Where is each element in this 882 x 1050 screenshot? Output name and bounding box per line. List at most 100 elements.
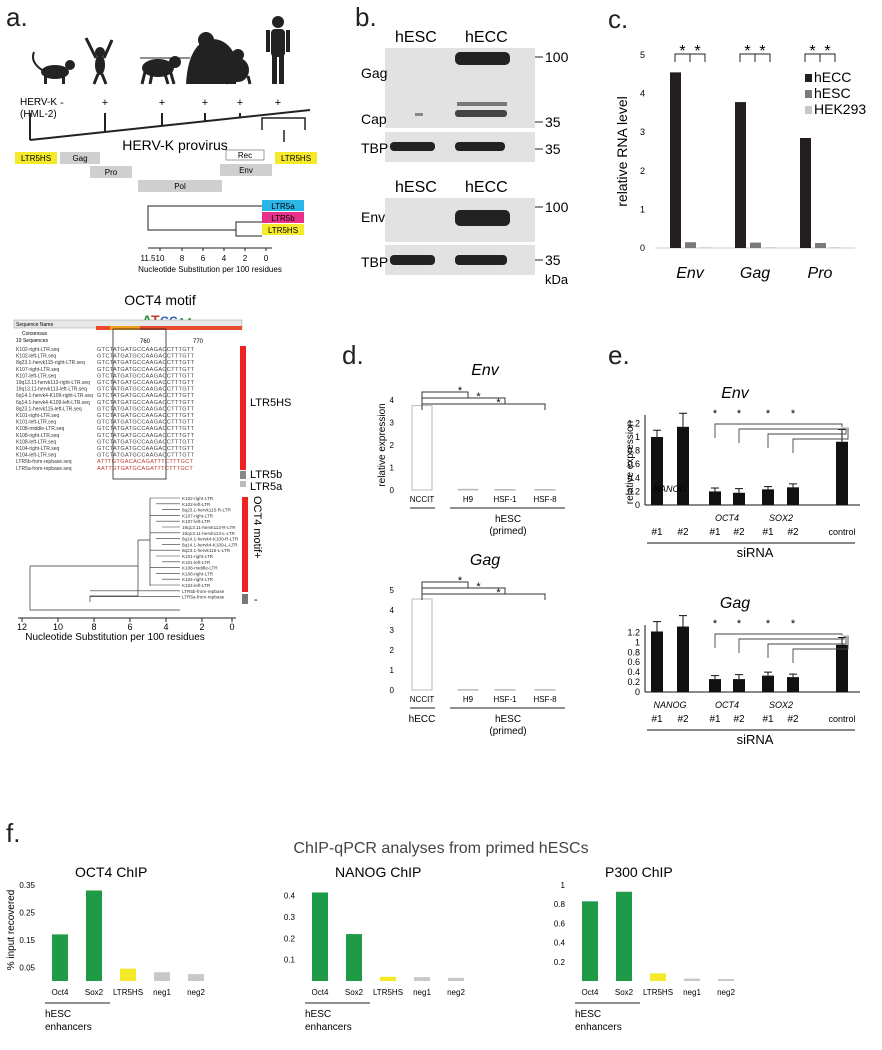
f-category-label: Oct4 bbox=[582, 988, 599, 997]
align-row-seq: GTCTATGATGCCAAGACCTTTGTT bbox=[97, 373, 195, 379]
align-tick-760: 760 bbox=[140, 339, 151, 345]
d-bar bbox=[457, 689, 479, 691]
e-category-label: #1 bbox=[651, 527, 663, 538]
e-error-bar bbox=[764, 671, 772, 676]
c-ylabel: relative RNA level bbox=[614, 96, 630, 207]
e-error-bar bbox=[711, 487, 719, 492]
c-legend-label: hECC bbox=[814, 69, 851, 85]
d-significance-star: * bbox=[496, 397, 501, 409]
c-significance-bracket bbox=[739, 53, 771, 62]
gene-gag: Gag bbox=[72, 154, 87, 163]
align-row-seq: GTCTATGATGCCAAGACCTTTGTT bbox=[97, 354, 195, 360]
e-bar bbox=[709, 491, 721, 505]
f-ytick: 0.1 bbox=[284, 956, 296, 965]
e-significance-star: * bbox=[766, 408, 771, 420]
d-chart-title: Gag bbox=[470, 552, 500, 569]
e-bar bbox=[762, 675, 774, 692]
blot-row-tbp-top: TBP bbox=[361, 140, 388, 156]
tree2-leaf-label: 19q13.11-hervk113-R-LTR bbox=[182, 525, 236, 530]
d-ytick: 4 bbox=[390, 606, 395, 615]
f-category-label: Sox2 bbox=[615, 988, 634, 997]
c-bar bbox=[765, 247, 776, 248]
tree2-leaf-label: K108-right-LTR bbox=[182, 571, 214, 576]
e-ytick: 0 bbox=[635, 687, 640, 697]
e-gene-label: SOX2 bbox=[769, 700, 793, 710]
f-ylabel: % input recovered bbox=[6, 890, 17, 971]
e-bar bbox=[787, 677, 799, 692]
f-ytick: 0.4 bbox=[284, 892, 296, 901]
d-ytick: 3 bbox=[390, 626, 395, 635]
e-error-bar bbox=[679, 615, 687, 627]
e-ytick: 0.8 bbox=[627, 446, 640, 456]
c-significance-star: * bbox=[679, 43, 685, 60]
e-significance-bracket bbox=[767, 635, 847, 658]
f-group-label: enhancers bbox=[305, 1022, 352, 1033]
d-significance-star: * bbox=[476, 581, 481, 593]
align-row-seq: GTCTATGATGCCAAGACCTTTGTT bbox=[97, 426, 195, 432]
env-band bbox=[455, 210, 510, 226]
d-significance-star: * bbox=[458, 575, 463, 587]
d-bar bbox=[494, 689, 516, 691]
tree2-tick-label: 6 bbox=[127, 622, 132, 632]
e-ytick: 0.8 bbox=[627, 647, 640, 657]
tree2-leaf-label: K101-right-LTR bbox=[182, 554, 214, 559]
primate-silhouettes bbox=[32, 16, 290, 85]
e-ylabel: relative expression bbox=[625, 421, 636, 504]
d-ytick: 3 bbox=[390, 419, 395, 428]
d-significance-bracket bbox=[421, 397, 506, 404]
e-ytick: 0 bbox=[635, 500, 640, 510]
f-category-label: Sox2 bbox=[85, 988, 104, 997]
f-bar bbox=[650, 973, 666, 981]
c-bar bbox=[750, 242, 761, 248]
f-category-label: Oct4 bbox=[312, 988, 329, 997]
e-category-label: #2 bbox=[733, 527, 745, 538]
f-category-label: neg2 bbox=[717, 988, 735, 997]
d-ytick: 2 bbox=[390, 441, 395, 450]
tree2-leaf-label: 6q14.1-hervk4-K109-R-LTR bbox=[182, 537, 239, 542]
d-significance-bracket bbox=[421, 587, 506, 594]
tree-tick-label: 0 bbox=[264, 254, 269, 263]
f-ytick: 1 bbox=[561, 881, 566, 890]
e-ytick: 0.2 bbox=[627, 486, 640, 496]
tree2-leaf-label: K108-middle-LTR bbox=[182, 566, 218, 571]
align-row-seq: GTCTATGATGCCAAGACCTTTGTT bbox=[97, 413, 195, 419]
align-row-name: K108-right-LTR.seq bbox=[16, 433, 59, 439]
align-seq-count: 19 Sequences bbox=[16, 338, 48, 344]
e-category-label: #2 bbox=[677, 527, 689, 538]
tree-tick-label: 2 bbox=[243, 254, 248, 263]
tree2-tick-label: 10 bbox=[53, 622, 63, 632]
tree-tick-label: 4 bbox=[222, 254, 227, 263]
e-significance-bracket bbox=[738, 635, 845, 653]
e-category-label: #2 bbox=[787, 527, 799, 538]
panel-b-western-blot: hESC hECC Gag Cap TBP 100 35 35 hESC hEC… bbox=[361, 29, 569, 287]
c-legend-label: HEK293 bbox=[814, 101, 866, 117]
d-ytick: 2 bbox=[390, 646, 395, 655]
align-row-name: 8q23.1-hervk115-left-LTR.seq bbox=[16, 406, 82, 412]
chip-qpcr-title: ChIP-qPCR analyses from primed hESCs bbox=[293, 840, 589, 857]
kda-unit-label: kDa bbox=[545, 272, 569, 287]
e-category-label: #2 bbox=[677, 714, 689, 725]
c-significance-star: * bbox=[809, 43, 815, 60]
panel-f-chip-charts: % input recovered OCT4 ChIP 0.05 0.15 0.25 0.… bbox=[6, 864, 735, 1033]
tree2-tick-label: 4 bbox=[163, 622, 168, 632]
f-bar bbox=[380, 976, 396, 981]
f-ytick: 0.35 bbox=[19, 881, 35, 890]
c-category-label: Pro bbox=[808, 265, 833, 282]
e-error-bar bbox=[764, 486, 772, 490]
f-bar bbox=[684, 978, 700, 981]
align-row-seq: GTCTATGATGCCAAGACCTTTGTT bbox=[97, 400, 195, 406]
f-category-label: Oct4 bbox=[52, 988, 69, 997]
panel-letter-d: d. bbox=[342, 340, 364, 370]
d-chart-title: Env bbox=[471, 362, 500, 379]
e-significance-star: * bbox=[791, 618, 796, 630]
tree-leaf-ltr5a: LTR5a bbox=[271, 202, 295, 211]
e-significance-star: * bbox=[737, 618, 742, 630]
c-ytick: 3 bbox=[640, 127, 645, 137]
gorilla-icon bbox=[186, 32, 238, 84]
align-group-ltr5b: LTR5b bbox=[250, 469, 282, 481]
align-consensus-label: Consensus bbox=[22, 331, 48, 337]
tree2-tick-label: 2 bbox=[199, 622, 204, 632]
f-bar bbox=[120, 968, 136, 981]
presence-mark: + bbox=[202, 97, 208, 109]
